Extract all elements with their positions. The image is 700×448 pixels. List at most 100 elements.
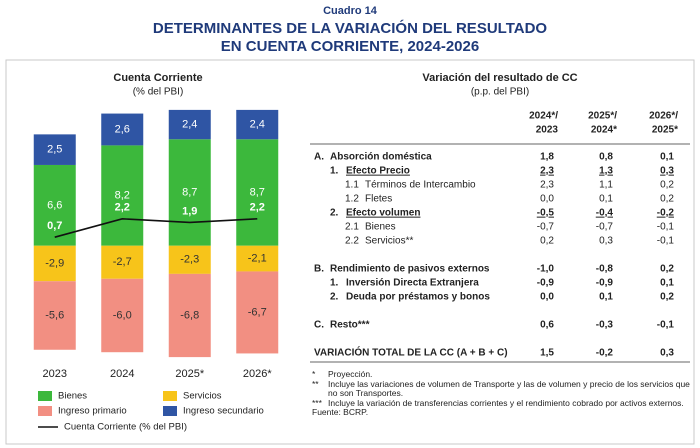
row-label: Términos de Intercambio bbox=[365, 180, 476, 191]
cell: 1,3 bbox=[599, 166, 613, 177]
bar-segment bbox=[33, 164, 76, 246]
cell: 0,1 bbox=[599, 194, 613, 205]
row-number: 2.2 bbox=[345, 236, 359, 247]
cell: 0,2 bbox=[660, 194, 674, 205]
row-number: 1. bbox=[330, 278, 339, 289]
row-label: Resto*** bbox=[330, 320, 370, 331]
data-label: -2,9 bbox=[45, 257, 64, 269]
data-label: 2,4 bbox=[250, 118, 265, 130]
cell: -0,5 bbox=[537, 208, 555, 219]
table-title: Variación del resultado de CC bbox=[422, 72, 577, 84]
row-number: B. bbox=[314, 264, 324, 275]
cell: -0,4 bbox=[596, 208, 614, 219]
figure-title: EN CUENTA CORRIENTE, 2024-2026 bbox=[221, 38, 479, 55]
row-label: Rendimiento de pasivos externos bbox=[330, 264, 490, 275]
data-label: 6,6 bbox=[47, 199, 62, 211]
row-label: Bienes bbox=[365, 222, 396, 233]
notes: * Proyección. ** Incluye las variaciones de… bbox=[312, 369, 692, 418]
cell: 1,5 bbox=[540, 348, 554, 359]
note: ** Incluye las variaciones de volumen de … bbox=[312, 378, 692, 399]
data-label: 2,4 bbox=[182, 118, 197, 130]
row-number: C. bbox=[314, 320, 324, 331]
data-label: -6,8 bbox=[180, 309, 199, 321]
cell: 0,0 bbox=[540, 194, 554, 205]
column-header: 2025* bbox=[652, 125, 678, 136]
bar-segment bbox=[33, 281, 76, 350]
x-tick-label: 2026* bbox=[243, 368, 272, 380]
legend-label: Bienes bbox=[58, 391, 87, 402]
legend-swatch bbox=[163, 406, 177, 416]
cell: 0,8 bbox=[599, 152, 613, 163]
row-number: 1. bbox=[330, 166, 339, 177]
cell: 0,3 bbox=[660, 166, 674, 177]
row-number: 1.1 bbox=[345, 180, 359, 191]
row-label: Fletes bbox=[365, 194, 392, 205]
row-number: A. bbox=[314, 152, 324, 163]
row-label: Efecto Precio bbox=[346, 166, 410, 177]
cell: 0,2 bbox=[660, 180, 674, 191]
row-label: Absorción doméstica bbox=[330, 152, 432, 163]
cell: 0,0 bbox=[540, 292, 554, 303]
cell: -0,3 bbox=[596, 320, 614, 331]
legend-label: Ingreso primario bbox=[58, 406, 127, 417]
bar-segment bbox=[101, 245, 144, 279]
row-number: 1.2 bbox=[345, 194, 359, 205]
note-text: Incluye la variación de transferencias c… bbox=[328, 397, 684, 408]
data-label: 8,2 bbox=[115, 189, 130, 201]
cell: -0,2 bbox=[596, 348, 614, 359]
column-header: 2025*/ bbox=[588, 111, 617, 122]
data-label: -2,7 bbox=[113, 256, 132, 268]
data-label: -5,6 bbox=[45, 309, 64, 321]
data-label: 2,5 bbox=[47, 144, 62, 156]
note-text: Incluye las variaciones de volumen de Tr… bbox=[328, 378, 690, 398]
bar-segment bbox=[33, 134, 76, 165]
row-number: 2. bbox=[330, 292, 339, 303]
note-mark: ** bbox=[312, 378, 319, 389]
column-header: 2023 bbox=[536, 125, 559, 136]
data-label: -2,3 bbox=[180, 254, 199, 266]
row-label: Inversión Directa Extranjera bbox=[346, 278, 479, 289]
x-tick-label: 2024 bbox=[110, 368, 134, 380]
line-label: 2,2 bbox=[115, 202, 130, 214]
row-label: Deuda por préstamos y bonos bbox=[346, 292, 490, 303]
bar-segment bbox=[236, 139, 279, 246]
cell: 2,3 bbox=[540, 180, 554, 191]
line bbox=[54, 218, 258, 238]
bar-segment bbox=[236, 271, 279, 354]
legend-label: Cuenta Corriente (% del PBI) bbox=[64, 422, 187, 433]
note-mark: * bbox=[312, 369, 316, 379]
data-label: -2,1 bbox=[248, 252, 267, 264]
cell: 0,3 bbox=[599, 236, 613, 247]
row-number: 2.1 bbox=[345, 222, 359, 233]
row-label: Servicios** bbox=[365, 236, 413, 247]
cell: 0,2 bbox=[660, 292, 674, 303]
column-header: 2024*/ bbox=[529, 111, 558, 122]
data-label: 8,7 bbox=[250, 186, 265, 198]
note: * Proyección. bbox=[312, 369, 692, 380]
bar-segment bbox=[168, 109, 211, 140]
note-mark: *** bbox=[312, 397, 322, 408]
bar-segment bbox=[101, 145, 144, 246]
cell: 1,8 bbox=[540, 152, 554, 163]
cell: -0,9 bbox=[537, 278, 555, 289]
cell: -1,0 bbox=[537, 264, 555, 275]
cell: 0,3 bbox=[660, 348, 674, 359]
cell: 1,1 bbox=[599, 180, 613, 191]
line-label: 0,7 bbox=[47, 220, 62, 232]
cell: -0,7 bbox=[596, 222, 614, 233]
legend-swatch bbox=[38, 406, 52, 416]
line-label: 2,2 bbox=[250, 202, 265, 214]
column-header: 2024* bbox=[591, 125, 617, 136]
frame bbox=[5, 59, 695, 445]
note-text: Proyección. bbox=[328, 369, 373, 379]
row-label: VARIACIÓN TOTAL DE LA CC (A + B + C) bbox=[314, 346, 508, 359]
bar-segment bbox=[168, 245, 211, 274]
cell: 0,1 bbox=[660, 152, 674, 163]
source: Fuente: BCRP. bbox=[312, 407, 369, 417]
cell: -0,1 bbox=[657, 236, 675, 247]
bar-segment bbox=[236, 109, 279, 140]
row-label: Efecto volumen bbox=[346, 208, 420, 219]
data-label: 2,6 bbox=[115, 123, 130, 135]
cell: -0,9 bbox=[596, 278, 614, 289]
